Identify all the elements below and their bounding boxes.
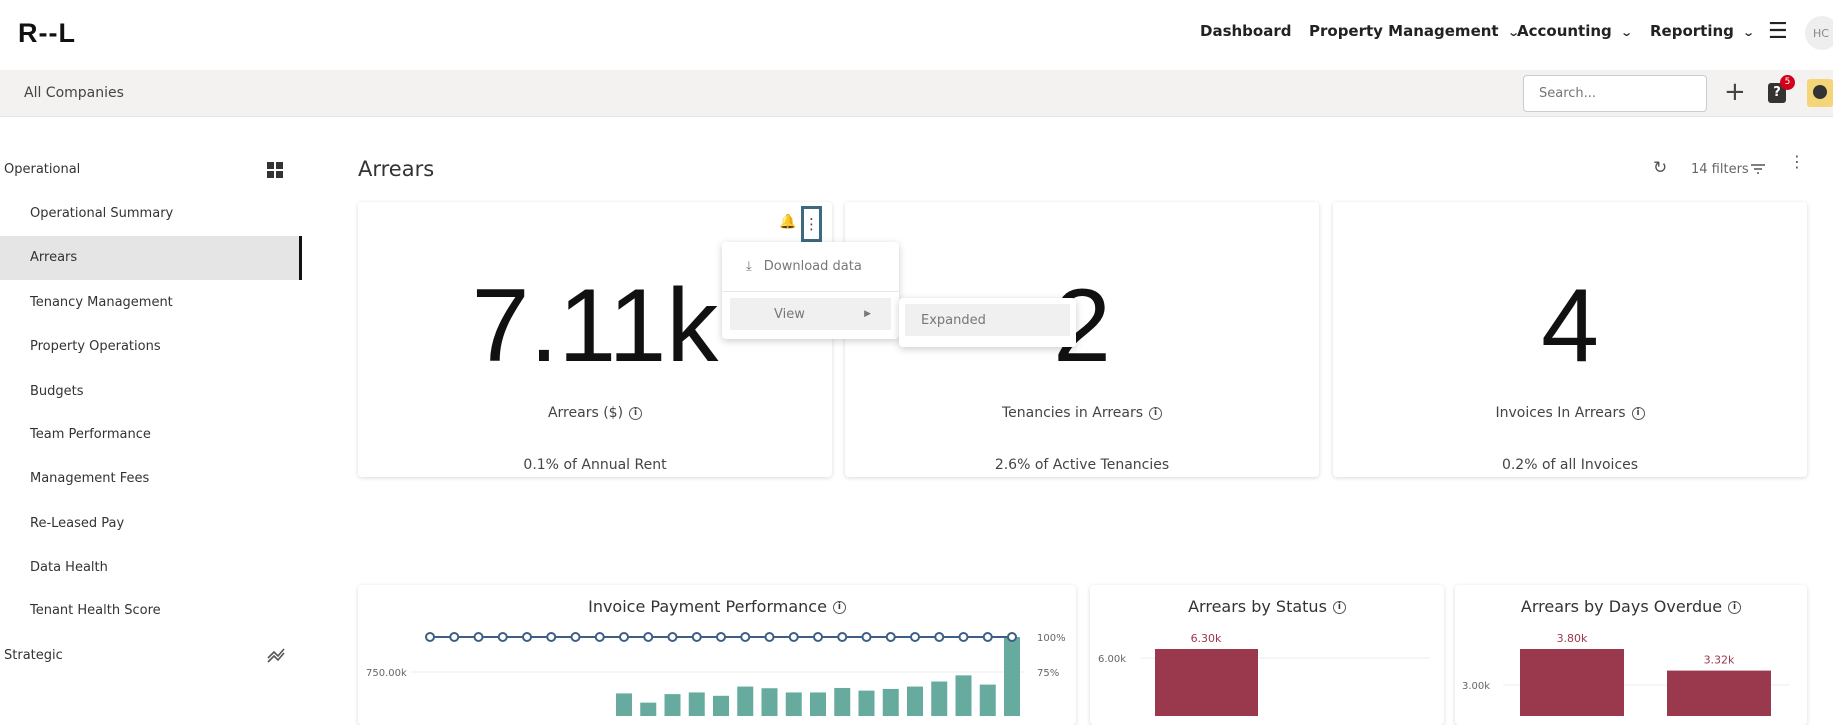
sidebar-item-re-leased-pay[interactable]: Re-Leased Pay [30, 516, 125, 531]
chart-title: Arrears by Status [1188, 597, 1327, 616]
submenu-item-expanded[interactable]: Expanded [905, 304, 1070, 336]
kpi-footer: 0.2% of all Invoices [1501, 457, 1639, 473]
sidebar-item-property-operations[interactable]: Property Operations [30, 339, 161, 354]
sidebar-item-team-performance[interactable]: Team Performance [30, 427, 151, 442]
nav-label: Accounting [1517, 22, 1612, 40]
sidebar-item-data-health[interactable]: Data Health [30, 560, 108, 575]
arrears-by-status-card: Arrears by Status i [1090, 585, 1444, 725]
nav-label: Reporting [1650, 22, 1734, 40]
chevron-down-icon: ⌄ [1506, 26, 1520, 39]
sidebar-item-arrears[interactable]: Arrears [30, 250, 78, 265]
more-options-icon[interactable]: ⋮ [1789, 152, 1805, 171]
chart-title: Invoice Payment Performance [588, 597, 827, 616]
sidebar-item-tenant-health-score[interactable]: Tenant Health Score [30, 603, 161, 618]
menu-label: View [774, 306, 805, 322]
kpi-value: 4 [1541, 268, 1599, 384]
kpi-footer: 2.6% of Active Tenancies [994, 457, 1170, 473]
refresh-icon[interactable]: ↻ [1653, 158, 1668, 178]
avatar[interactable]: HC [1805, 16, 1833, 50]
sidebar-item-operational-summary[interactable]: Operational Summary [30, 206, 174, 221]
kpi-label: Invoices In Arrears i [1333, 405, 1807, 421]
card-more-options-button[interactable]: ⋮ [801, 206, 822, 242]
menu-item-download-data[interactable]: ⤓ Download data [722, 242, 899, 292]
info-icon[interactable]: i [1728, 601, 1742, 614]
page-title: Arrears [358, 157, 435, 181]
kpi-value: 7.11k [471, 268, 719, 384]
nav-property-management[interactable]: Property Management ⌄ [1309, 22, 1520, 40]
chart-title: Arrears by Days Overdue [1520, 597, 1723, 616]
strategic-trend-icon[interactable] [266, 646, 286, 664]
view-submenu: Expanded [899, 298, 1076, 347]
sidebar-item-budgets[interactable]: Budgets [30, 384, 84, 399]
menu-item-view[interactable]: View ▶ [730, 298, 891, 330]
logo[interactable]: R--L [18, 18, 76, 48]
info-icon[interactable]: i [1149, 406, 1163, 420]
sidebar-active-highlight [0, 236, 302, 280]
dashboard-grid-icon[interactable] [267, 162, 283, 178]
nav-dashboard[interactable]: Dashboard [1200, 22, 1291, 40]
bell-icon[interactable]: 🔔 [779, 214, 797, 230]
card-options-menu: ⤓ Download data View ▶ [722, 242, 899, 339]
sidebar-section-operational[interactable]: Operational [4, 162, 81, 177]
caret-right-icon: ▶ [864, 309, 871, 319]
filters-button[interactable]: 14 filters [1691, 162, 1749, 177]
sidebar-item-management-fees[interactable]: Management Fees [30, 471, 150, 486]
info-icon[interactable]: i [629, 406, 643, 420]
kpi-footer: 0.1% of Annual Rent [523, 457, 667, 473]
download-icon: ⤓ [746, 259, 752, 274]
sidebar-section-strategic[interactable]: Strategic [4, 648, 63, 663]
hamburger-menu-icon[interactable]: ☰ [1768, 19, 1788, 44]
nav-accounting[interactable]: Accounting ⌄ [1517, 22, 1633, 40]
info-icon[interactable]: i [832, 601, 846, 614]
kpi-label: Arrears ($) i [358, 405, 832, 421]
kpi-label: Tenancies in Arrears i [845, 405, 1319, 421]
chevron-down-icon: ⌄ [1742, 26, 1755, 39]
filter-icon[interactable] [1750, 163, 1766, 175]
sidebar-item-tenancy-management[interactable]: Tenancy Management [30, 295, 173, 310]
assistant-icon[interactable] [1807, 79, 1833, 107]
kpi-card: 4 Invoices In Arrears i 0.2% of all Invoi… [1333, 202, 1807, 477]
nav-label: Dashboard [1200, 22, 1292, 40]
menu-label: Download data [763, 259, 862, 274]
info-icon[interactable]: i [1332, 601, 1346, 614]
notification-badge: 5 [1780, 75, 1795, 90]
nav-reporting[interactable]: Reporting ⌄ [1650, 22, 1755, 40]
chevron-down-icon: ⌄ [1619, 26, 1633, 39]
nav-label: Property Management [1309, 22, 1499, 40]
company-selector[interactable]: All Companies [24, 85, 124, 101]
info-icon[interactable]: i [1631, 406, 1645, 420]
add-icon[interactable]: + [1724, 77, 1746, 107]
invoice-payment-performance-card: Invoice Payment Performance i [358, 585, 1076, 725]
search-input[interactable] [1523, 75, 1707, 112]
arrears-by-days-overdue-card: Arrears by Days Overdue i [1455, 585, 1807, 725]
